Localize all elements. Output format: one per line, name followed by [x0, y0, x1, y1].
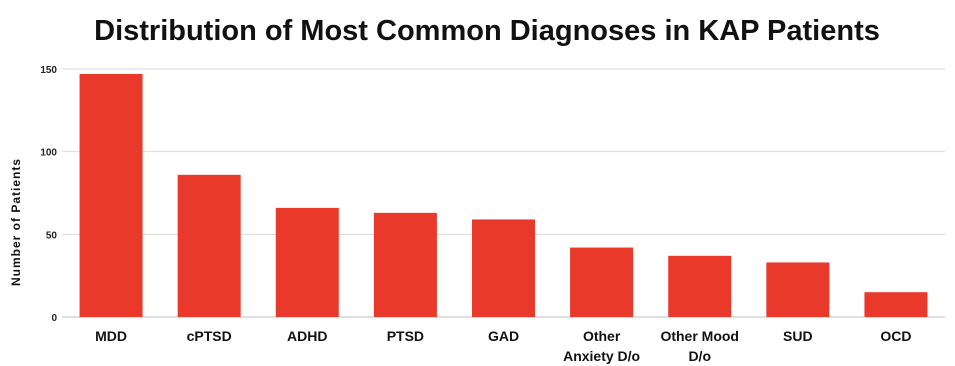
bar-mdd — [79, 73, 143, 318]
chart-title: Distribution of Most Common Diagnoses in… — [94, 15, 880, 47]
x-category-label: PTSD — [387, 328, 424, 344]
y-tick-label: 150 — [40, 65, 57, 76]
x-category-label: ADHD — [287, 328, 327, 344]
bar-cptsd — [177, 174, 241, 317]
bars — [79, 73, 928, 318]
x-category-label: GAD — [488, 328, 519, 344]
bar-other-mood-d-o — [668, 255, 732, 317]
bar-ocd — [864, 292, 928, 317]
y-tick-label: 50 — [46, 230, 58, 241]
x-category-label: SUD — [783, 328, 813, 344]
x-axis-categories: MDD cPTSD ADHD PTSD GAD Other Anxiety D/o Other… — [95, 328, 911, 364]
x-category-label: D/o — [688, 348, 711, 364]
bar-gad — [472, 219, 535, 317]
y-tick-label: 100 — [40, 148, 57, 159]
x-category-label: Anxiety D/o — [563, 348, 640, 364]
x-category-label: Other — [583, 328, 621, 344]
bar-ptsd — [373, 212, 437, 317]
bar-other-anxiety-d-o — [570, 247, 634, 317]
bar-adhd — [275, 207, 339, 317]
x-category-label: MDD — [95, 328, 127, 344]
y-tick-label: 0 — [51, 313, 57, 324]
y-axis-label: Number of Patients — [9, 158, 23, 286]
bar-sud — [766, 262, 830, 317]
x-category-label: OCD — [880, 328, 911, 344]
x-category-label: Other Mood — [660, 328, 739, 344]
x-category-label: cPTSD — [187, 328, 232, 344]
y-axis-ticks: 0 50 100 150 — [40, 65, 57, 324]
